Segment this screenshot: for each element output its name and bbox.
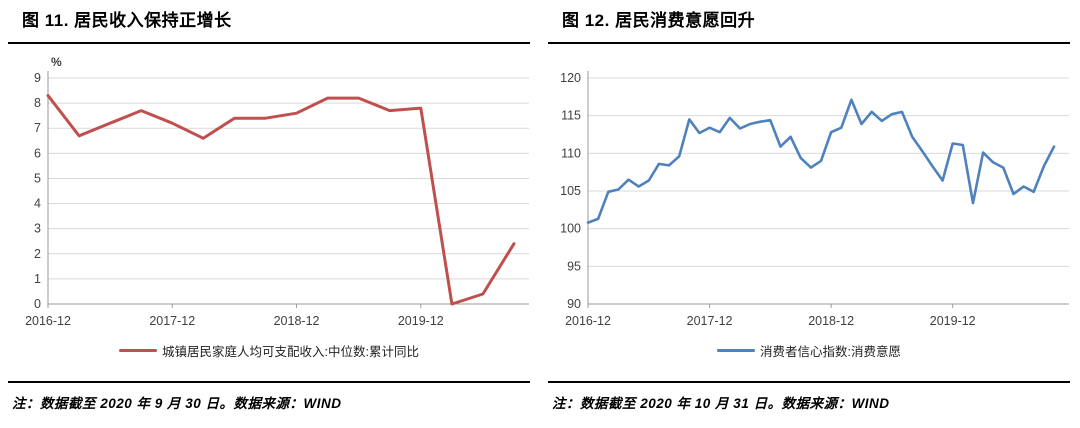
- svg-text:100: 100: [560, 222, 581, 236]
- svg-text:7: 7: [34, 121, 41, 135]
- svg-text:115: 115: [561, 109, 581, 123]
- svg-text:5: 5: [34, 171, 41, 185]
- figure-12-note: 注：数据截至 2020 年 10 月 31 日。数据来源：WIND: [552, 395, 890, 411]
- figure-11-note: 注：数据截至 2020 年 9 月 30 日。数据来源：WIND: [12, 395, 342, 411]
- figure-12-legend-label: 消费者信心指数:消费意愿: [760, 344, 901, 359]
- figure-12-panel: 图 12. 居民消费意愿回升 90 95 100 105 110 115 120 2016-1…: [540, 0, 1080, 412]
- svg-text:4: 4: [34, 197, 41, 211]
- svg-text:2019-12: 2019-12: [930, 314, 976, 328]
- figure-11-legend-label: 城镇居民家庭人均可支配收入:中位数:累计同比: [162, 344, 419, 359]
- svg-text:2016-12: 2016-12: [565, 314, 611, 328]
- svg-text:110: 110: [561, 146, 581, 160]
- figure-12-title: 图 12. 居民消费意愿回升: [562, 11, 756, 30]
- report-figures-row: 图 11. 居民收入保持正增长 0 1 2 3 4 5 6 7 8 9 2016-12 2017-12…: [0, 0, 1080, 412]
- figure-11-title-divider: [8, 42, 530, 44]
- svg-text:2017-12: 2017-12: [687, 314, 733, 328]
- figure-12-note-divider: [548, 381, 1070, 383]
- figure-11-note-divider: [8, 381, 530, 383]
- svg-text:1: 1: [34, 272, 41, 286]
- svg-text:2016-12: 2016-12: [25, 314, 71, 328]
- svg-text:2019-12: 2019-12: [398, 314, 444, 328]
- svg-text:2: 2: [34, 247, 41, 261]
- figure-11-title: 图 11. 居民收入保持正增长: [22, 11, 232, 30]
- svg-text:3: 3: [34, 222, 41, 236]
- income-growth-chart: 0 1 2 3 4 5 6 7 8 9 2016-12 2017-12 2018-12 2019-12%: [25, 55, 529, 328]
- svg-text:8: 8: [34, 96, 41, 110]
- svg-text:105: 105: [560, 184, 581, 198]
- figure-11-legend: 城镇居民家庭人均可支配收入:中位数:累计同比: [8, 340, 530, 360]
- svg-text:95: 95: [567, 259, 581, 273]
- blue-line-swatch: [717, 348, 755, 352]
- svg-text:%: %: [51, 55, 62, 69]
- svg-text:90: 90: [567, 297, 581, 311]
- svg-text:0: 0: [34, 297, 41, 311]
- svg-text:6: 6: [34, 146, 41, 160]
- figure-12-legend: 消费者信心指数:消费意愿: [548, 340, 1070, 360]
- figure-12-title-divider: [548, 42, 1070, 44]
- svg-text:9: 9: [34, 71, 41, 85]
- consumer-confidence-chart: 90 95 100 105 110 115 120 2016-12 2017-12 2018-12…: [560, 71, 1069, 328]
- svg-text:2017-12: 2017-12: [149, 314, 195, 328]
- red-line-swatch: [119, 348, 158, 352]
- svg-text:2018-12: 2018-12: [808, 314, 854, 328]
- svg-text:120: 120: [560, 71, 581, 85]
- svg-text:2018-12: 2018-12: [274, 314, 320, 328]
- figure-11-panel: 图 11. 居民收入保持正增长 0 1 2 3 4 5 6 7 8 9 2016-12 2017-12…: [0, 0, 540, 412]
